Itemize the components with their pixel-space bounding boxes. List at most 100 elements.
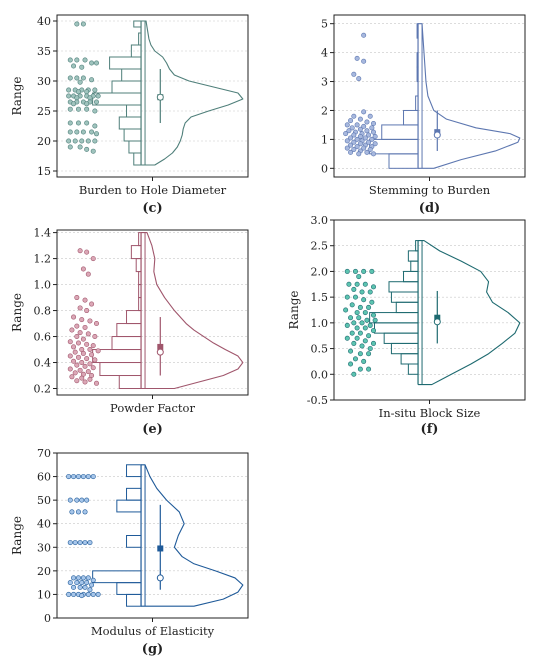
data-point <box>356 315 362 321</box>
data-point <box>66 474 72 480</box>
data-point <box>84 497 90 503</box>
histogram-bar <box>135 258 142 273</box>
data-point <box>366 132 372 138</box>
y-tick-label: 3 <box>321 76 328 89</box>
data-point <box>344 122 350 128</box>
data-point <box>75 106 81 112</box>
data-point <box>369 136 375 142</box>
data-point <box>348 142 354 148</box>
data-point <box>361 297 367 303</box>
data-point <box>74 295 80 301</box>
histogram-bar <box>395 301 419 314</box>
data-point <box>93 380 99 386</box>
data-point <box>367 346 373 352</box>
panel-label: (f) <box>421 422 439 437</box>
data-point <box>77 584 83 590</box>
data-point <box>357 351 363 357</box>
density-curve <box>418 23 521 169</box>
data-point <box>82 509 88 515</box>
data-point <box>364 317 370 323</box>
histogram-bar <box>400 353 419 365</box>
data-point <box>72 138 78 144</box>
data-point <box>71 314 77 320</box>
histogram-bar <box>373 322 419 334</box>
data-point <box>348 361 354 367</box>
data-point <box>85 474 91 480</box>
histogram-bar <box>130 245 142 260</box>
data-point <box>74 21 80 27</box>
data-point <box>357 134 363 140</box>
data-point <box>343 307 349 313</box>
data-point <box>75 575 81 581</box>
y-tick-label: 1.0 <box>311 317 329 330</box>
y-tick-label: 1 <box>321 133 328 146</box>
data-point <box>351 320 357 326</box>
data-point <box>71 474 77 480</box>
histogram-bar <box>123 128 142 142</box>
data-point <box>74 580 80 586</box>
median-marker <box>433 318 441 326</box>
data-point <box>71 584 77 590</box>
x-axis-label: Modulus of Elasticity <box>91 624 215 638</box>
histogram-bar <box>116 582 142 595</box>
data-point <box>370 151 376 157</box>
panel-d: 0 1 2 3 4 5 Stemming to Burden (d) <box>321 14 526 216</box>
data-point <box>87 95 93 101</box>
x-axis-label: Powder Factor <box>110 401 195 415</box>
data-point <box>84 341 90 347</box>
panel-c: 15 20 25 30 35 40 Range Burden to Hole Diameter… <box>10 14 249 216</box>
x-axis-label: In-situ Block Size <box>379 406 481 420</box>
data-point <box>351 139 357 145</box>
data-point <box>343 131 349 137</box>
data-point <box>356 151 362 157</box>
data-point <box>80 266 86 272</box>
data-point <box>85 271 91 277</box>
data-point <box>74 57 80 63</box>
data-point <box>362 325 368 331</box>
data-point <box>351 286 357 292</box>
y-tick-label: 1.2 <box>34 253 52 266</box>
data-point <box>361 145 367 151</box>
data-point <box>92 334 98 340</box>
data-point <box>357 330 363 336</box>
y-tick-label: 0.2 <box>34 383 52 396</box>
data-point <box>357 126 363 132</box>
y-tick-label: 0.5 <box>311 343 329 356</box>
data-point <box>357 304 363 310</box>
data-point <box>84 120 90 126</box>
data-point <box>84 146 90 152</box>
data-point <box>357 116 363 122</box>
data-point <box>87 376 93 382</box>
histogram-bar <box>126 310 142 325</box>
y-tick-label: 2.5 <box>311 240 329 253</box>
data-point <box>369 125 375 131</box>
data-point <box>75 120 81 126</box>
data-point <box>370 284 376 290</box>
data-point <box>79 375 85 381</box>
data-point <box>66 591 72 597</box>
panel-label: (d) <box>419 201 440 216</box>
y-tick-label: 25 <box>37 105 51 118</box>
data-point <box>82 363 88 369</box>
data-point <box>77 79 83 85</box>
data-point <box>364 119 370 125</box>
data-point <box>82 379 88 385</box>
data-point <box>80 474 86 480</box>
data-point <box>67 366 73 372</box>
data-point <box>82 324 88 330</box>
data-point <box>71 358 77 364</box>
data-point <box>367 147 373 153</box>
data-point <box>82 584 88 590</box>
y-tick-label: 35 <box>37 45 51 58</box>
y-tick-label: 40 <box>37 15 51 28</box>
data-point <box>79 580 85 586</box>
data-point <box>354 281 360 287</box>
data-point <box>67 353 73 359</box>
data-point <box>74 323 80 329</box>
median-marker <box>156 348 164 356</box>
histogram-bar <box>116 323 142 338</box>
data-point <box>87 361 93 367</box>
data-point <box>92 138 98 144</box>
data-point <box>370 129 376 135</box>
data-point <box>77 144 83 150</box>
